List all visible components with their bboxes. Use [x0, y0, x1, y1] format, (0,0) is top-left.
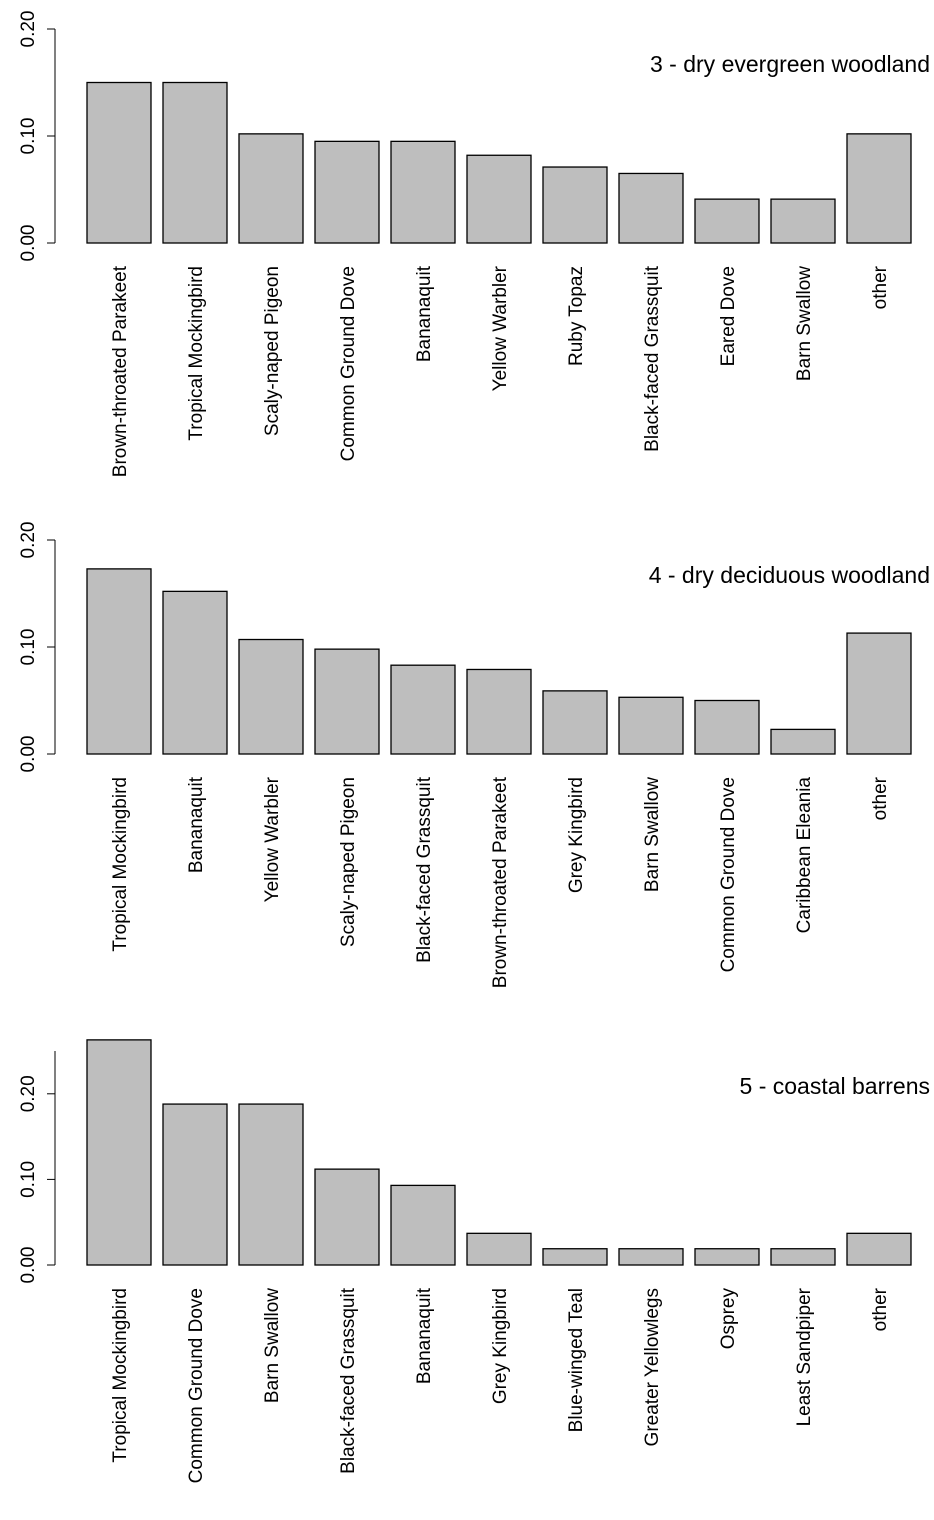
- x-tick-label: Bananaquit: [414, 1287, 435, 1384]
- bar: [314, 140, 380, 244]
- bar: [466, 154, 532, 244]
- x-tick-label: Black-faced Grassquit: [642, 265, 663, 452]
- x-tick-label: Eared Dove: [718, 266, 739, 366]
- x-tick-label: Black-faced Grassquit: [414, 776, 435, 963]
- bar: [694, 699, 760, 755]
- x-tick-label: Common Ground Dove: [186, 1288, 207, 1483]
- y-tick-label: 0.10: [18, 118, 39, 155]
- x-tick-label: Yellow Warbler: [490, 265, 511, 391]
- x-tick-label: other: [870, 776, 891, 820]
- bar: [542, 690, 608, 755]
- bar: [86, 1039, 152, 1266]
- x-tick-label: Caribbean Eleania: [794, 777, 815, 934]
- bar: [314, 1168, 380, 1266]
- x-tick-label: Barn Swallow: [794, 266, 815, 381]
- x-tick-label: Scaly-naped Pigeon: [262, 266, 283, 436]
- bar: [162, 590, 228, 755]
- x-tick-label: Barn Swallow: [262, 1288, 283, 1403]
- y-tick-label: 0.10: [18, 1161, 39, 1198]
- bar: [618, 172, 684, 244]
- x-tick-label: other: [870, 1287, 891, 1331]
- bar: [694, 1248, 760, 1266]
- bar: [466, 1232, 532, 1266]
- x-tick-label: Bananaquit: [186, 776, 207, 873]
- x-tick-label: Barn Swallow: [642, 777, 663, 892]
- bar: [390, 1184, 456, 1266]
- bar: [238, 1103, 304, 1266]
- bar: [846, 133, 912, 244]
- bar: [542, 1248, 608, 1266]
- bar: [390, 664, 456, 755]
- x-tick-label: Blue-winged Teal: [566, 1288, 587, 1432]
- y-tick-label: 0.00: [18, 225, 39, 262]
- x-tick-label: Ruby Topaz: [566, 266, 587, 366]
- x-tick-label: Tropical Mockingbird: [110, 777, 131, 952]
- bar: [162, 1103, 228, 1266]
- bar: [846, 1232, 912, 1266]
- x-tick-label: Scaly-naped Pigeon: [338, 777, 359, 947]
- chart-title: 4 - dry deciduous woodland: [649, 562, 930, 588]
- bar: [618, 1248, 684, 1266]
- y-tick-label: 0.00: [18, 736, 39, 773]
- x-tick-label: Osprey: [718, 1288, 739, 1350]
- bar: [770, 198, 836, 244]
- bar: [86, 81, 152, 244]
- x-tick-label: Bananaquit: [414, 265, 435, 362]
- bar: [466, 668, 532, 755]
- chart-title: 3 - dry evergreen woodland: [650, 51, 930, 77]
- x-tick-label: Brown-throated Parakeet: [110, 265, 131, 477]
- bar: [238, 133, 304, 244]
- x-tick-label: Brown-throated Parakeet: [490, 776, 511, 988]
- y-tick-label: 0.00: [18, 1247, 39, 1284]
- x-tick-label: Grey Kingbird: [566, 777, 587, 893]
- bar: [86, 568, 152, 755]
- x-tick-label: other: [870, 265, 891, 309]
- x-tick-label: Common Ground Dove: [718, 777, 739, 972]
- bar: [694, 198, 760, 244]
- x-tick-label: Greater Yellowlegs: [642, 1288, 663, 1446]
- y-tick-label: 0.20: [18, 522, 39, 559]
- y-tick-label: 0.20: [18, 11, 39, 48]
- x-tick-label: Black-faced Grassquit: [338, 1287, 359, 1474]
- bar: [390, 140, 456, 244]
- x-tick-label: Least Sandpiper: [794, 1287, 815, 1426]
- x-tick-label: Yellow Warbler: [262, 776, 283, 902]
- chart-title: 5 - coastal barrens: [740, 1073, 930, 1099]
- bar: [770, 728, 836, 755]
- bar: [770, 1248, 836, 1266]
- y-tick-label: 0.20: [18, 1075, 39, 1112]
- bar: [238, 638, 304, 755]
- x-tick-label: Tropical Mockingbird: [110, 1288, 131, 1463]
- x-tick-label: Tropical Mockingbird: [186, 266, 207, 441]
- x-tick-label: Grey Kingbird: [490, 1288, 511, 1404]
- bar: [846, 632, 912, 755]
- x-tick-label: Common Ground Dove: [338, 266, 359, 461]
- bar: [314, 648, 380, 755]
- bar: [542, 166, 608, 244]
- y-tick-label: 0.10: [18, 629, 39, 666]
- bar: [618, 696, 684, 755]
- bar: [162, 81, 228, 244]
